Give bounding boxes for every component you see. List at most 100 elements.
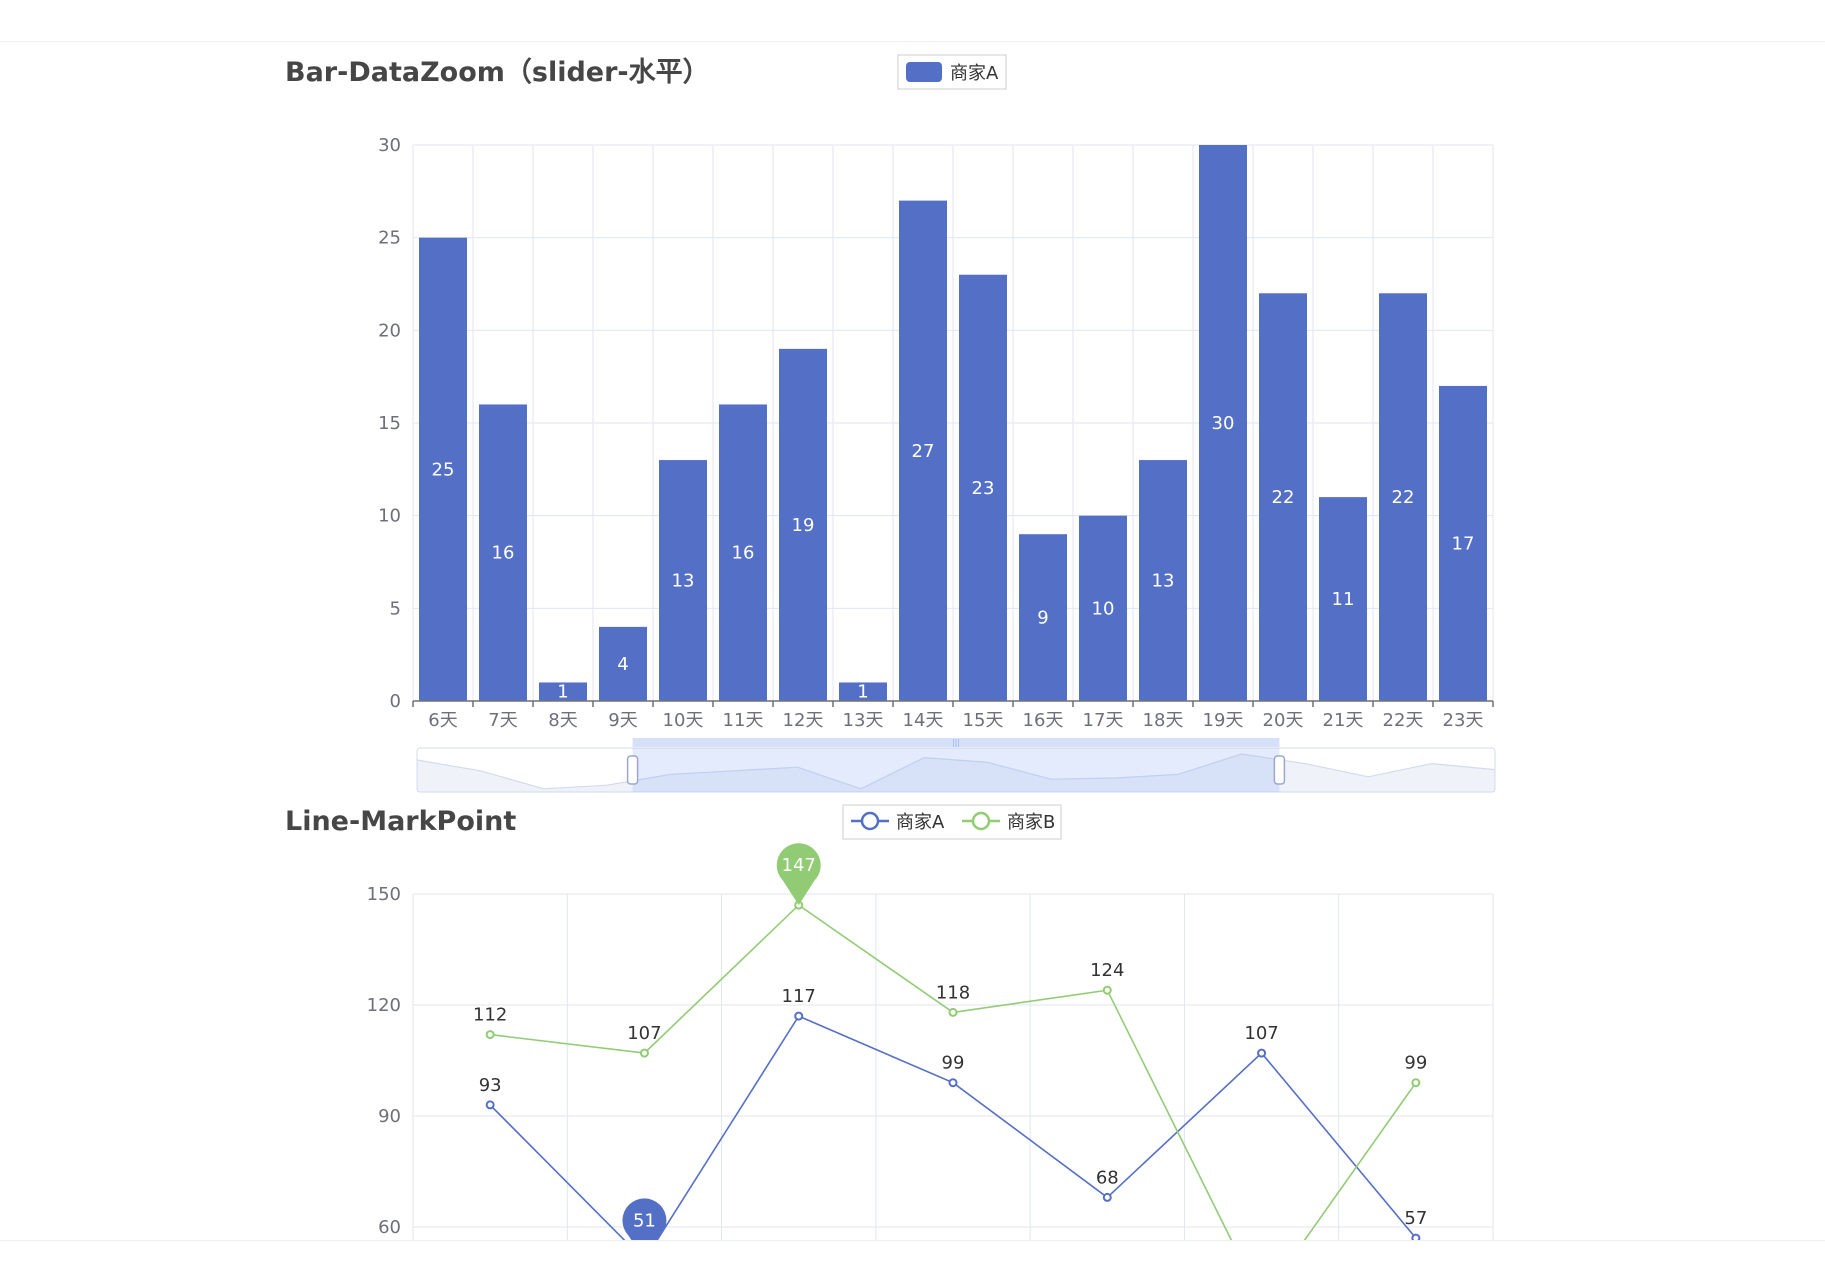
- mark-points: 51 147: [622, 843, 821, 1240]
- bar-value-label: 19: [792, 515, 815, 536]
- data-point[interactable]: [639, 1048, 649, 1058]
- x-tick-label: 22天: [1383, 710, 1424, 731]
- point-value-label: 99: [942, 1053, 965, 1074]
- bar-value-label: 9: [1037, 608, 1048, 629]
- chart-title-2: Line-MarkPoint: [285, 806, 516, 837]
- point-value-label: 124: [1090, 960, 1124, 981]
- mark-point-label: 147: [782, 855, 816, 876]
- data-point[interactable]: [1102, 1192, 1112, 1202]
- slider-start-handle[interactable]: [626, 755, 639, 785]
- y-axis-ticks: 0 5 10 15 20 25 30: [378, 135, 401, 712]
- legend[interactable]: 商家A: [897, 54, 1007, 90]
- mark-point-pin[interactable]: [776, 843, 821, 906]
- x-tick-label: 13天: [843, 710, 884, 731]
- y-tick-label: 5: [390, 598, 401, 619]
- data-point[interactable]: [485, 1100, 495, 1110]
- x-tick-label: 10天: [663, 710, 704, 731]
- bar[interactable]: [479, 404, 527, 701]
- bar-value-label: 16: [492, 543, 515, 564]
- bar[interactable]: [839, 682, 887, 701]
- y-tick-label: 0: [390, 691, 401, 712]
- x-tick-label: 11天: [723, 710, 764, 731]
- bar-value-label: 17: [1452, 533, 1475, 554]
- y-tick-label: 90: [378, 1106, 401, 1127]
- mark-point-pin[interactable]: [622, 1198, 667, 1240]
- point-value-label: 112: [473, 1005, 507, 1026]
- bar-datazoom-chart: Bar-DataZoom（slider-水平） 商家A 0 5 10 15 20 25 30…: [285, 54, 1496, 793]
- legend-label-a: 商家A: [950, 63, 999, 84]
- x-tick-label: 16天: [1023, 710, 1064, 731]
- bar[interactable]: [1139, 460, 1187, 701]
- legend-2[interactable]: 商家A 商家B: [842, 804, 1062, 840]
- y-tick-label: 25: [378, 228, 401, 249]
- bar-value-label: 30: [1212, 413, 1235, 434]
- x-tick-label: 7天: [488, 710, 517, 731]
- data-point[interactable]: [1257, 1048, 1267, 1058]
- x-tick-label: 14天: [903, 710, 944, 731]
- datazoom-slider[interactable]: |||: [416, 738, 1496, 793]
- x-tick-label: 9天: [608, 710, 637, 731]
- bar[interactable]: [1199, 145, 1247, 701]
- legend-label-a-2: 商家A: [896, 812, 945, 833]
- mark-point-label: 51: [633, 1210, 656, 1231]
- point-value-label: 93: [479, 1075, 502, 1096]
- x-tick-label: 17天: [1083, 710, 1124, 731]
- data-point[interactable]: [948, 1007, 958, 1017]
- data-point[interactable]: [1102, 985, 1112, 995]
- bar[interactable]: [899, 200, 947, 701]
- bar[interactable]: [539, 682, 587, 701]
- x-tick-label: 20天: [1263, 710, 1304, 731]
- point-value-label: 107: [1244, 1023, 1278, 1044]
- legend-label-b-2: 商家B: [1007, 812, 1055, 833]
- bar-value-label: 10: [1092, 598, 1115, 619]
- data-point[interactable]: [1411, 1233, 1421, 1240]
- x-tick-label: 23天: [1443, 710, 1484, 731]
- point-value-label: 118: [936, 982, 970, 1003]
- slider-end-handle[interactable]: [1273, 755, 1286, 785]
- data-point[interactable]: [948, 1078, 958, 1088]
- bar[interactable]: [1019, 534, 1067, 701]
- bar[interactable]: [599, 626, 647, 701]
- point-value-label: 68: [1096, 1167, 1119, 1188]
- slider-selected-range[interactable]: [632, 748, 1280, 792]
- bar[interactable]: [779, 348, 827, 701]
- bar[interactable]: [1319, 497, 1367, 701]
- data-point[interactable]: [1411, 1078, 1421, 1088]
- bar[interactable]: [719, 404, 767, 701]
- y-tick-label: 150: [367, 884, 401, 905]
- bar[interactable]: [419, 237, 467, 701]
- slider-preview-line: [416, 753, 1496, 790]
- point-value-label: 117: [782, 986, 816, 1007]
- y-tick-label: 60: [378, 1217, 401, 1238]
- series-points: 93 117 99 68 107 57 112 107 118 124 99: [473, 900, 1427, 1240]
- bar[interactable]: [659, 460, 707, 701]
- bar-value-label: 23: [972, 478, 995, 499]
- bar-value-label: 27: [912, 441, 935, 462]
- y-tick-label: 30: [378, 135, 401, 156]
- bar-value-label: 13: [1152, 571, 1175, 592]
- chart-title: Bar-DataZoom（slider-水平）: [285, 57, 710, 88]
- x-tick-label: 12天: [783, 710, 824, 731]
- bar[interactable]: [1259, 293, 1307, 701]
- bar[interactable]: [959, 274, 1007, 701]
- grid-lines-2: [412, 893, 1494, 1240]
- bar[interactable]: [1079, 515, 1127, 701]
- bottom-bar: [0, 1240, 1825, 1278]
- slider-move-handle[interactable]: [632, 738, 1280, 747]
- y-tick-label: 15: [378, 413, 401, 434]
- y-axis-ticks-2: 60 90 120 150: [367, 884, 401, 1238]
- bar-value-label: 16: [732, 543, 755, 564]
- x-tick-label: 6天: [428, 710, 457, 731]
- legend-marker-a: [860, 811, 880, 831]
- bar[interactable]: [1439, 385, 1487, 701]
- data-point[interactable]: [485, 1030, 495, 1040]
- bar-value-label: 1: [857, 682, 868, 703]
- bar-value-label: 1: [557, 682, 568, 703]
- data-point[interactable]: [794, 1011, 804, 1021]
- top-bar: [0, 0, 1825, 42]
- point-value-label: 107: [627, 1023, 661, 1044]
- y-tick-label: 20: [378, 320, 401, 341]
- bar-value-label: 11: [1332, 589, 1355, 610]
- bar[interactable]: [1379, 293, 1427, 701]
- grid-lines: [412, 144, 1494, 701]
